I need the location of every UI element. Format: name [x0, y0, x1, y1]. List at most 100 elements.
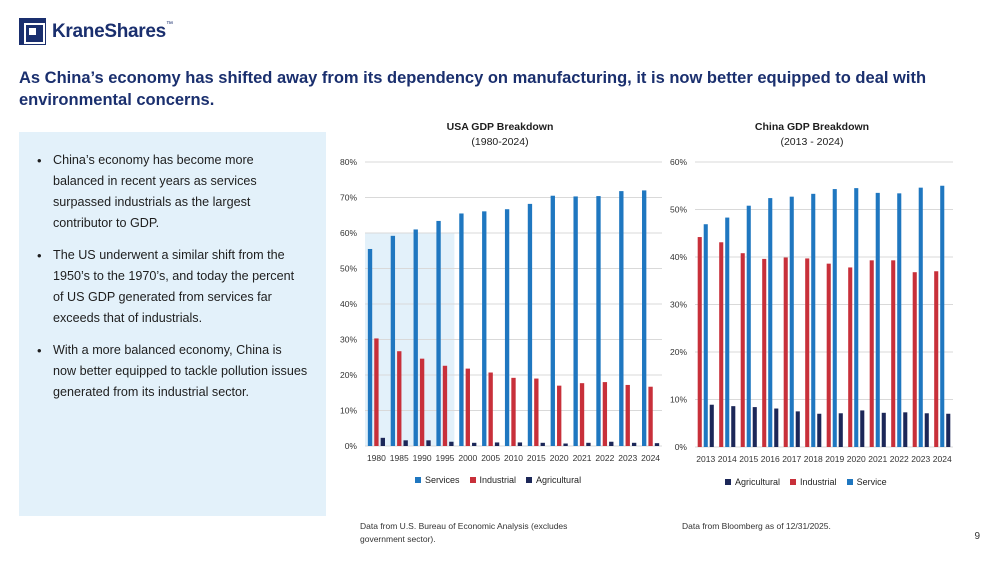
brand-logo: KraneShares™: [19, 18, 173, 45]
bar-industrial: [697, 237, 702, 447]
bar-agricultural: [709, 404, 714, 447]
bar-agricultural: [731, 406, 736, 447]
y-tick-label: 0%: [675, 442, 688, 452]
x-tick-label: 1980: [367, 453, 386, 463]
bar-services: [413, 229, 418, 446]
x-tick-label: 2016: [761, 454, 780, 464]
bar-agricultural: [563, 443, 568, 446]
legend-swatch: [469, 477, 476, 483]
y-tick-label: 70%: [340, 193, 357, 203]
logo-mark-icon: [19, 18, 46, 45]
usa-chart-legend: Services Industrial Agricultural: [415, 475, 581, 485]
x-tick-label: 2024: [641, 453, 660, 463]
bar-services: [504, 209, 510, 446]
page-number: 9: [974, 531, 980, 542]
y-tick-label: 60%: [340, 228, 357, 238]
legend-item-agricultural: Agricultural: [725, 477, 780, 487]
bar-industrial: [740, 253, 745, 447]
x-tick-label: 2020: [550, 453, 569, 463]
y-tick-label: 10%: [670, 395, 687, 405]
bar-industrial: [557, 385, 562, 446]
bar-industrial: [442, 365, 448, 446]
y-tick-label: 50%: [340, 264, 357, 274]
legend-swatch: [846, 479, 853, 485]
bar-industrial: [625, 384, 630, 446]
bullet-item: China’s economy has become more balanced…: [35, 150, 308, 234]
bar-services: [619, 191, 624, 446]
bar-agricultural: [860, 410, 865, 447]
bar-agricultural: [903, 412, 908, 447]
bar-service: [725, 217, 730, 447]
bar-industrial: [912, 272, 917, 447]
china-chart-legend: Agricultural Industrial Service: [725, 477, 887, 487]
legend-swatch: [415, 477, 421, 483]
bar-services: [459, 213, 464, 446]
bar-service: [854, 188, 859, 447]
china-chart-subtitle: (2013 - 2024): [780, 136, 844, 148]
bullet-item: With a more balanced economy, China is n…: [35, 340, 308, 403]
usa-chart-subtitle: (1980-2024): [471, 136, 529, 148]
x-tick-label: 2023: [911, 454, 930, 464]
bar-service: [811, 193, 816, 447]
x-tick-label: 2010: [504, 453, 523, 463]
bar-agricultural: [449, 441, 454, 446]
bar-industrial: [762, 258, 767, 447]
x-tick-label: 2020: [847, 454, 866, 464]
bar-agricultural: [494, 442, 500, 446]
bar-agricultural: [403, 440, 408, 446]
bar-service: [875, 192, 880, 447]
bar-agricultural: [946, 413, 951, 447]
bar-industrial: [397, 351, 402, 446]
bar-industrial: [934, 271, 939, 447]
bar-service: [832, 189, 837, 447]
bar-service: [940, 185, 945, 447]
legend-item-agricultural: Agricultural: [526, 475, 581, 485]
x-tick-label: 2019: [825, 454, 844, 464]
bar-industrial: [488, 372, 493, 446]
y-tick-label: 80%: [340, 157, 357, 167]
x-tick-label: 2021: [868, 454, 887, 464]
x-tick-label: 2022: [890, 454, 909, 464]
x-tick-label: 2013: [696, 454, 715, 464]
y-tick-label: 40%: [340, 299, 357, 309]
bar-services: [573, 196, 578, 446]
y-tick-label: 40%: [670, 252, 687, 262]
x-tick-label: 2018: [804, 454, 823, 464]
legend-item-services: Services: [415, 475, 460, 485]
y-tick-label: 30%: [340, 335, 357, 345]
brand-name: KraneShares™: [52, 20, 173, 42]
bar-service: [897, 193, 902, 447]
x-tick-label: 2005: [481, 453, 500, 463]
bar-agricultural: [838, 413, 843, 447]
legend-item-service: Service: [846, 477, 887, 487]
bar-agricultural: [380, 437, 385, 446]
y-tick-label: 50%: [670, 205, 687, 215]
legend-swatch: [725, 479, 731, 485]
bar-agricultural: [517, 442, 523, 446]
bar-industrial: [579, 383, 585, 446]
summary-panel: China’s economy has become more balanced…: [19, 132, 326, 516]
bar-industrial: [648, 386, 653, 446]
bar-agricultural: [586, 442, 591, 446]
legend-item-industrial: Industrial: [790, 477, 837, 487]
bar-industrial: [465, 368, 470, 446]
x-tick-label: 1990: [413, 453, 432, 463]
bar-service: [789, 196, 794, 447]
bar-agricultural: [654, 443, 660, 446]
bar-service: [746, 205, 751, 447]
legend-item-industrial: Industrial: [469, 475, 516, 485]
bar-industrial: [826, 263, 831, 447]
bar-industrial: [848, 267, 853, 447]
bar-industrial: [869, 260, 874, 447]
x-tick-label: 1995: [436, 453, 455, 463]
bar-agricultural: [609, 441, 614, 446]
page-headline: As China’s economy has shifted away from…: [19, 69, 927, 109]
y-tick-label: 0%: [345, 441, 358, 451]
bar-agricultural: [426, 440, 431, 446]
y-tick-label: 60%: [670, 157, 687, 167]
bar-service: [918, 187, 923, 447]
bar-industrial: [419, 358, 425, 446]
bar-agricultural: [817, 413, 822, 447]
bar-service: [768, 198, 773, 447]
x-tick-label: 2022: [595, 453, 614, 463]
